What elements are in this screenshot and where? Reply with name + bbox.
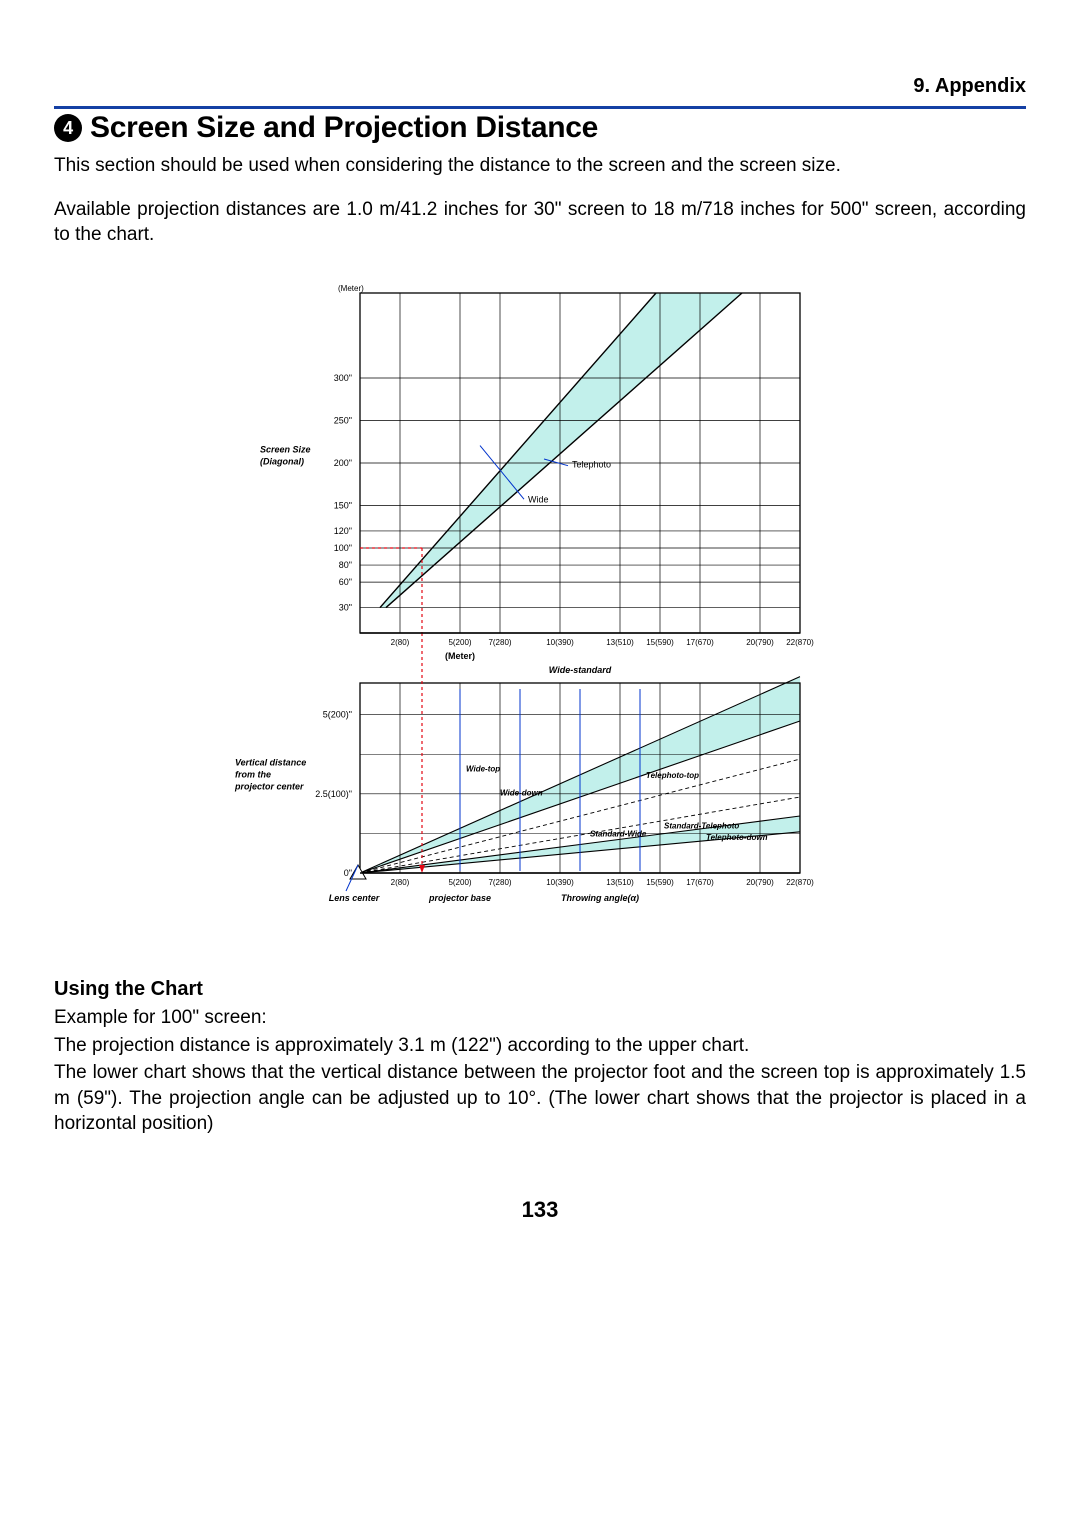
svg-text:Wide: Wide (528, 494, 549, 504)
svg-text:Wide-standard: Wide-standard (549, 665, 612, 675)
svg-text:22(870): 22(870) (786, 878, 814, 887)
usage-paragraph: The lower chart shows that the vertical … (54, 1060, 1026, 1137)
svg-text:7(280): 7(280) (488, 638, 511, 647)
svg-text:17(670): 17(670) (686, 878, 714, 887)
svg-text:200": 200" (334, 458, 352, 468)
svg-text:250": 250" (334, 415, 352, 425)
header-rule (54, 106, 1026, 109)
svg-text:2.5(100)": 2.5(100)" (315, 789, 352, 799)
svg-text:(Diagonal): (Diagonal) (260, 456, 304, 466)
usage-paragraph: The projection distance is approximately… (54, 1033, 1026, 1059)
svg-text:5(200)": 5(200)" (323, 710, 352, 720)
sub-heading: Using the Chart (54, 978, 1026, 1001)
usage-paragraph: Example for 100" screen: (54, 1005, 1026, 1031)
usage-block: Example for 100" screen: The projection … (54, 1005, 1026, 1137)
svg-text:15(590): 15(590) (646, 878, 674, 887)
svg-text:30": 30" (339, 602, 352, 612)
svg-text:20(790): 20(790) (746, 638, 774, 647)
svg-text:150": 150" (334, 500, 352, 510)
svg-text:Telephoto-down: Telephoto-down (706, 833, 768, 842)
svg-text:Telephoto: Telephoto (572, 459, 611, 469)
section-title-text: Screen Size and Projection Distance (90, 111, 598, 145)
svg-text:0": 0" (344, 868, 352, 878)
svg-text:projector center: projector center (234, 781, 304, 791)
svg-text:(Meter): (Meter) (338, 284, 364, 293)
page-number: 133 (54, 1197, 1026, 1223)
svg-text:15(590): 15(590) (646, 638, 674, 647)
svg-text:Lens center: Lens center (329, 893, 380, 903)
svg-text:80": 80" (339, 560, 352, 570)
svg-text:17(670): 17(670) (686, 638, 714, 647)
document-page: 9. Appendix 4 Screen Size and Projection… (0, 0, 1080, 1273)
svg-text:2(80): 2(80) (391, 638, 410, 647)
svg-text:Throwing angle(α): Throwing angle(α) (561, 893, 639, 903)
intro-block: This section should be used when conside… (54, 153, 1026, 248)
section-title: 4 Screen Size and Projection Distance (54, 111, 1026, 145)
intro-paragraph: This section should be used when conside… (54, 153, 1026, 179)
svg-text:100": 100" (334, 543, 352, 553)
svg-text:20(790): 20(790) (746, 878, 774, 887)
svg-text:(Meter): (Meter) (445, 651, 475, 661)
svg-text:Wide-down: Wide-down (500, 788, 543, 797)
svg-text:13(510): 13(510) (606, 638, 634, 647)
svg-text:Telephoto-top: Telephoto-top (646, 771, 699, 780)
svg-text:300": 300" (334, 373, 352, 383)
svg-text:Standard-Wide: Standard-Wide (590, 830, 647, 839)
section-number-bullet: 4 (54, 114, 82, 142)
svg-text:7(280): 7(280) (488, 878, 511, 887)
chart-container: 30" 60" 80" 100" 120" 150" 200" 250" 300" 2(80) 5(… (54, 278, 1026, 938)
svg-text:10(390): 10(390) (546, 638, 574, 647)
svg-text:2(80): 2(80) (391, 878, 410, 887)
intro-paragraph: Available projection distances are 1.0 m… (54, 197, 1026, 248)
svg-text:projector base: projector base (428, 893, 491, 903)
svg-text:120": 120" (334, 526, 352, 536)
svg-text:10(390): 10(390) (546, 878, 574, 887)
svg-text:from the: from the (235, 769, 271, 779)
projection-chart: 30" 60" 80" 100" 120" 150" 200" 250" 300" 2(80) 5(… (230, 278, 850, 938)
svg-text:13(510): 13(510) (606, 878, 634, 887)
svg-text:60": 60" (339, 577, 352, 587)
svg-text:Standard-Telephoto: Standard-Telephoto (664, 822, 739, 831)
svg-text:5(200): 5(200) (448, 878, 471, 887)
svg-text:Vertical distance: Vertical distance (235, 757, 306, 767)
svg-text:5(200): 5(200) (448, 638, 471, 647)
svg-text:22(870): 22(870) (786, 638, 814, 647)
svg-text:Wide-top: Wide-top (466, 765, 500, 774)
svg-text:Screen Size: Screen Size (260, 444, 311, 454)
chapter-label: 9. Appendix (54, 75, 1026, 98)
